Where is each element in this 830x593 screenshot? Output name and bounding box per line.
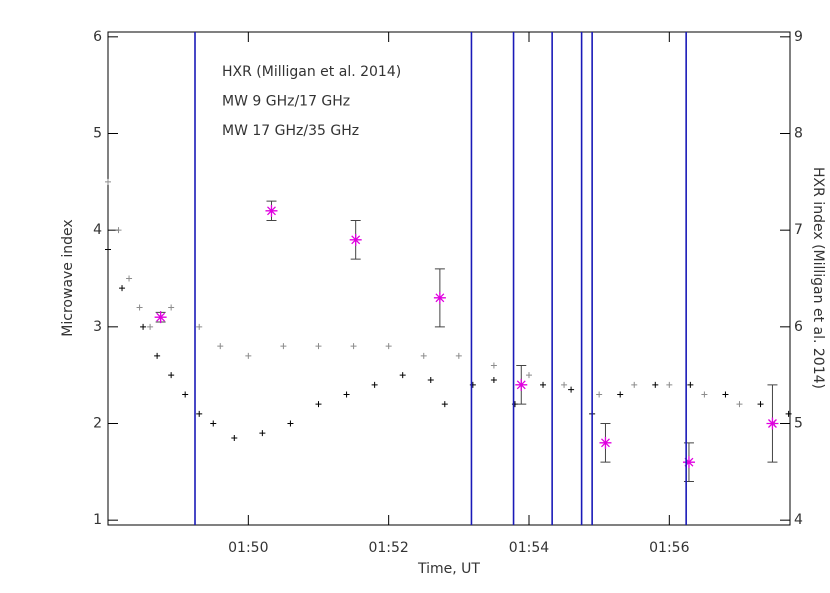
mw-point: [385, 343, 392, 350]
y2-tick-label: 6: [794, 319, 803, 335]
mw-point: [280, 343, 287, 350]
x-tick-label: 01:54: [509, 540, 549, 556]
mw-point: [701, 391, 708, 398]
mw-point: [343, 391, 350, 398]
mw-point: [315, 343, 322, 350]
mw-point: [210, 420, 217, 427]
y-tick-label: 2: [93, 416, 102, 432]
y-tick-label: 5: [93, 126, 102, 142]
mw-point: [399, 372, 406, 379]
mw-point: [217, 343, 224, 350]
mw-point: [168, 372, 175, 379]
mw-point: [631, 381, 638, 388]
y-tick-label: 6: [93, 29, 102, 45]
hxr-point: [433, 291, 446, 304]
mw-point: [441, 401, 448, 408]
mw-point: [115, 227, 122, 234]
mw-point: [231, 435, 238, 441]
y2-tick-label: 7: [794, 222, 803, 238]
mw-point: [105, 246, 111, 253]
mw-point: [722, 391, 729, 398]
mw-point: [617, 391, 624, 398]
legend-entry: HXR (Milligan et al. 2014): [222, 64, 401, 80]
mw-point: [757, 401, 764, 408]
mw-point: [490, 377, 497, 383]
x-tick-label: 01:52: [368, 540, 408, 556]
mw-point: [596, 391, 603, 398]
mw-point: [490, 362, 497, 369]
mw-point: [666, 381, 673, 388]
mw-point: [736, 401, 743, 408]
mw-point: [105, 178, 111, 185]
mw-point: [455, 352, 462, 359]
mw-point: [561, 381, 568, 388]
y-axis-label: Microwave index: [60, 219, 76, 336]
hxr-point: [599, 436, 612, 449]
mw-point: [287, 420, 294, 427]
hxr-point: [265, 204, 278, 217]
mw-point: [420, 352, 427, 359]
legend-entry: MW 17 GHz/35 GHz: [222, 123, 359, 139]
mw-point: [140, 323, 147, 330]
mw-point: [147, 323, 154, 330]
y2-tick-label: 8: [794, 126, 803, 142]
y-tick-label: 4: [93, 222, 102, 238]
mw-point: [119, 285, 126, 292]
y-tick-label: 3: [93, 319, 102, 335]
mw-point: [259, 430, 266, 437]
mw-point: [136, 304, 143, 311]
mw-point: [168, 304, 175, 311]
hxr-point: [154, 311, 167, 324]
hxr-point: [682, 456, 695, 469]
legend-entry: MW 9 GHz/17 GHz: [222, 94, 350, 110]
x-tick-label: 01:56: [649, 540, 689, 556]
x-tick-label: 01:50: [228, 540, 268, 556]
mw-point: [126, 275, 133, 282]
mw-point: [315, 401, 322, 408]
hxr-point: [766, 417, 779, 430]
mw-point: [371, 381, 378, 388]
mw-point: [652, 381, 659, 388]
mw-point: [568, 386, 575, 393]
hxr-point: [515, 378, 528, 391]
x-axis-label: Time, UT: [417, 561, 480, 577]
mw-point: [350, 343, 357, 350]
mw-point: [182, 391, 189, 398]
mw-point: [540, 381, 547, 388]
hxr-point: [349, 233, 362, 246]
plot-frame: [107, 31, 791, 526]
y2-tick-label: 9: [794, 29, 803, 45]
y2-tick-label: 5: [794, 416, 803, 432]
mw-point: [687, 381, 694, 388]
mw-point: [427, 377, 434, 383]
y-tick-label: 1: [93, 512, 102, 528]
mw-point: [525, 372, 532, 379]
mw-point: [196, 410, 203, 417]
y2-tick-label: 4: [794, 512, 803, 528]
mw-point: [154, 352, 161, 359]
mw-point: [196, 323, 203, 330]
mw-point: [245, 352, 252, 359]
mw-point: [785, 410, 792, 417]
y2-axis-label: HXR index (Milligan et al. 2014): [810, 167, 826, 389]
